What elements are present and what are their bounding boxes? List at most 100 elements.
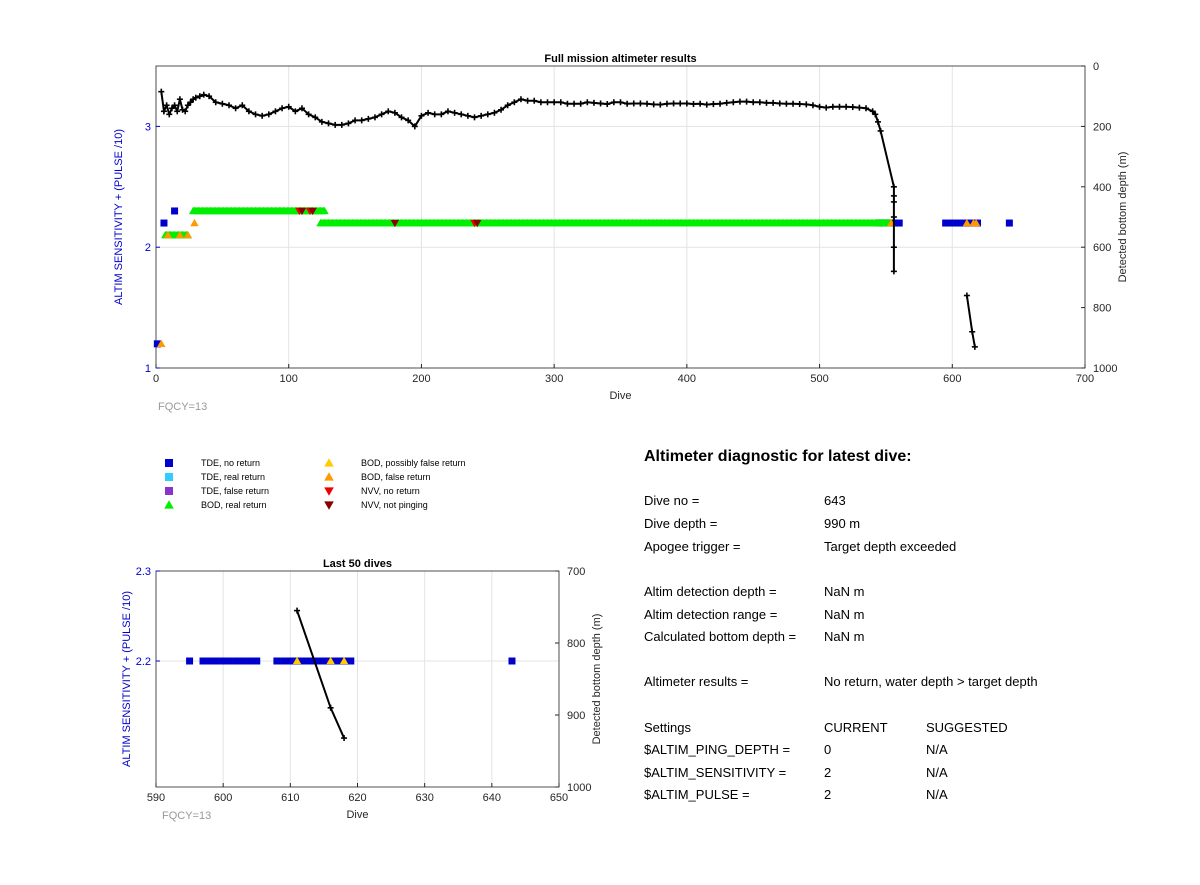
legend-item: BOD, possibly false return xyxy=(324,458,466,468)
marker-plus xyxy=(803,101,810,108)
y2-tick-label: 400 xyxy=(1093,182,1111,194)
diag-value: NaN m xyxy=(824,629,865,644)
marker-plus xyxy=(584,99,591,106)
marker-plus xyxy=(176,96,183,103)
marker-plus xyxy=(378,111,385,118)
marker-square xyxy=(347,657,355,665)
legend-label: TDE, false return xyxy=(201,486,269,496)
setting-row-sensitivity: $ALTIM_SENSITIVITY = 2 N/A xyxy=(644,765,1164,783)
setting-suggested: N/A xyxy=(926,742,948,757)
marker-square xyxy=(320,657,328,665)
x-tick-label: 620 xyxy=(348,792,366,804)
marker-plus xyxy=(809,102,816,109)
x-tick-label: 700 xyxy=(1076,373,1094,385)
marker-plus xyxy=(484,111,491,118)
marker-plus xyxy=(398,114,405,121)
diag-label: Dive no = xyxy=(644,493,700,508)
setting-suggested: N/A xyxy=(926,765,948,780)
marker-plus xyxy=(411,123,418,130)
marker-plus xyxy=(849,104,856,111)
setting-current: 2 xyxy=(824,787,832,802)
marker-plus xyxy=(318,118,325,125)
marker-square xyxy=(895,219,903,227)
marker-triangle-up xyxy=(320,206,329,215)
marker-triangle-down xyxy=(324,487,334,496)
marker-triangle-down xyxy=(390,219,400,228)
x-axis-label: Dive xyxy=(346,809,368,821)
marker-plus xyxy=(478,112,485,119)
fqcy-annotation: FQCY=13 xyxy=(162,810,211,822)
marker-plus xyxy=(736,98,743,105)
marker-plus xyxy=(272,108,279,115)
marker-square xyxy=(948,219,956,227)
marker-plus xyxy=(763,99,770,106)
marker-square xyxy=(942,219,950,227)
chart-last-50: 590 600 610 620 630 640 650 2.2 2.3 700 800 900 1000… xyxy=(121,558,603,822)
marker-plus xyxy=(663,100,670,107)
depth-trace xyxy=(160,91,895,272)
marker-triangle-up xyxy=(292,656,302,665)
marker-square xyxy=(165,487,173,495)
marker-plus xyxy=(174,108,181,115)
settings-header-suggested: SUGGESTED xyxy=(926,720,1008,735)
marker-plus xyxy=(158,88,165,95)
diag-row-detection-depth: Altim detection depth = NaN m xyxy=(644,584,1164,602)
marker-plus xyxy=(232,105,239,112)
marker-plus xyxy=(657,101,664,108)
marker-plus xyxy=(890,192,897,199)
marker-triangle-down xyxy=(324,501,334,510)
marker-plus xyxy=(604,101,611,108)
marker-square xyxy=(153,340,161,348)
marker-plus xyxy=(557,99,564,106)
legend-label: NVV, no return xyxy=(361,486,420,496)
marker-plus xyxy=(338,121,345,128)
marker-square xyxy=(171,207,179,215)
marker-plus xyxy=(200,91,207,98)
marker-plus xyxy=(245,108,252,115)
marker-plus xyxy=(252,111,259,118)
y-tick-label: 1 xyxy=(145,363,151,375)
settings-header-current: CURRENT xyxy=(824,720,888,735)
x-tick-label: 300 xyxy=(545,373,563,385)
depth-trace xyxy=(965,295,976,348)
marker-plus xyxy=(836,103,843,110)
marker-plus xyxy=(498,106,505,113)
setting-current: 0 xyxy=(824,742,832,757)
chart-title: Full mission altimeter results xyxy=(544,53,696,65)
marker-plus xyxy=(451,109,458,116)
x-tick-label: 500 xyxy=(810,373,828,385)
marker-plus xyxy=(843,103,850,110)
chart-title: Last 50 dives xyxy=(323,558,392,570)
marker-square xyxy=(186,657,194,665)
marker-plus xyxy=(577,100,584,107)
marker-plus xyxy=(963,292,970,299)
series-bod-possibly-false-return xyxy=(292,656,349,665)
marker-plus xyxy=(624,100,631,107)
marker-plus xyxy=(717,100,724,107)
marker-triangle-up xyxy=(164,500,174,509)
diag-label: Calculated bottom depth = xyxy=(644,629,797,644)
x-tick-label: 400 xyxy=(678,373,696,385)
y2-tick-label: 1000 xyxy=(1093,363,1117,375)
marker-plus xyxy=(524,97,531,104)
diag-row-detection-range: Altim detection range = NaN m xyxy=(644,607,1164,625)
legend-item: TDE, no return xyxy=(165,458,260,468)
marker-square xyxy=(199,657,207,665)
legend-item: TDE, false return xyxy=(165,486,269,496)
legend: TDE, no return TDE, real return TDE, false… xyxy=(164,458,466,510)
x-tick-label: 200 xyxy=(412,373,430,385)
y-tick-label: 2.2 xyxy=(136,656,151,668)
series-detected-bottom-depth xyxy=(158,88,978,350)
marker-square xyxy=(280,657,288,665)
marker-triangle-up xyxy=(326,656,335,665)
marker-plus xyxy=(259,112,266,119)
diag-label: Altim detection depth = xyxy=(644,584,777,599)
marker-plus xyxy=(219,100,226,107)
marker-plus xyxy=(877,127,884,134)
marker-plus xyxy=(829,103,836,110)
series-tde-no-return xyxy=(153,207,1013,348)
marker-plus xyxy=(358,117,365,124)
marker-triangle-up xyxy=(157,339,166,347)
y2-tick-label: 200 xyxy=(1093,121,1111,133)
marker-plus xyxy=(730,99,737,106)
